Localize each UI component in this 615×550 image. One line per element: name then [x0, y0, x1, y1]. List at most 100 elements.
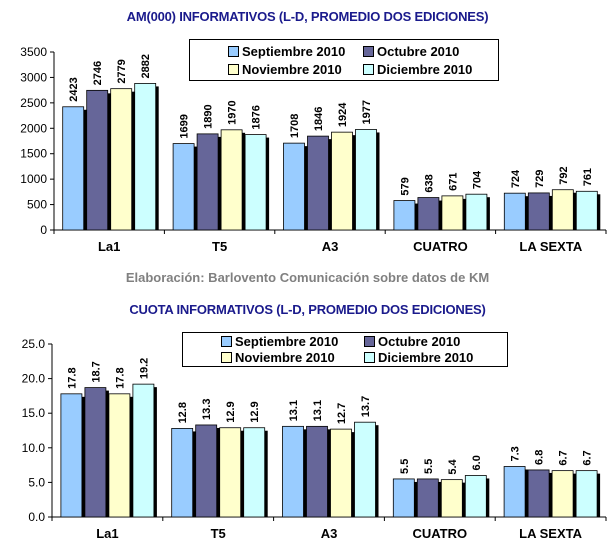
data-label: 19.2: [138, 358, 150, 379]
bar: [60, 393, 83, 518]
legend-item: Octubre 2010: [364, 334, 507, 350]
bar: [283, 142, 305, 231]
legend-swatch: [363, 63, 374, 75]
bar: [354, 421, 376, 518]
data-label: 1970: [227, 100, 239, 124]
x-category-label: LA SEXTA: [519, 239, 582, 254]
chart2-legend: Septiembre 2010 Octubre 2010 Noviembre 201…: [182, 332, 508, 367]
legend-item: Septiembre 2010: [228, 42, 363, 60]
bar: [416, 478, 439, 518]
y-tick-label: 2500: [20, 96, 47, 110]
bar: [465, 193, 488, 231]
legend-swatch: [363, 45, 374, 57]
chart2-title: CUOTA INFORMATIVOS (L-D, PROMEDIO DOS ED…: [129, 302, 486, 317]
data-label: 5.5: [423, 459, 435, 474]
data-label: 7.3: [510, 446, 522, 461]
bar: [527, 469, 550, 518]
data-label: 1876: [251, 105, 263, 129]
data-label: 761: [582, 168, 594, 186]
bar: [464, 475, 487, 518]
bar: [307, 135, 329, 231]
y-tick-label: 5.0: [28, 475, 45, 489]
data-label: 5.5: [399, 459, 411, 474]
legend-swatch: [228, 45, 239, 57]
legend-swatch: [221, 351, 232, 363]
data-label: 6.0: [471, 455, 483, 470]
bar: [503, 192, 526, 231]
x-category-label: CUATRO: [413, 239, 468, 254]
x-category-label: CUATRO: [412, 526, 467, 541]
y-tick-label: 1500: [20, 147, 47, 161]
legend-swatch: [364, 336, 375, 348]
bar: [282, 425, 304, 518]
x-category-label: T5: [211, 526, 226, 541]
data-label: 18.7: [90, 361, 102, 382]
data-label: 13.3: [201, 399, 213, 420]
bar: [330, 428, 352, 518]
legend-label: Diciembre 2010: [377, 61, 473, 77]
x-category-label: T5: [212, 239, 227, 254]
bar: [392, 478, 415, 518]
bar: [134, 83, 157, 231]
data-label: 2882: [140, 54, 152, 78]
y-tick-label: 500: [27, 198, 47, 212]
x-category-label: La1: [96, 526, 118, 541]
x-category-label: La1: [98, 239, 120, 254]
bar: [575, 470, 598, 518]
x-category-label: A3: [321, 526, 338, 541]
bar: [393, 200, 416, 231]
bar: [219, 427, 242, 518]
bar: [440, 479, 463, 518]
bar: [331, 131, 353, 231]
legend-item: Noviembre 2010: [221, 350, 364, 366]
bar: [84, 387, 107, 518]
legend-item: Diciembre 2010: [363, 60, 498, 78]
data-label: 1977: [361, 100, 373, 124]
data-label: 6.7: [582, 450, 594, 465]
y-tick-label: 2000: [20, 121, 47, 135]
data-label: 12.8: [177, 402, 189, 423]
bar: [575, 190, 598, 231]
chart1-legend: Septiembre 2010 Octubre 2010 Noviembre 201…: [189, 39, 499, 81]
legend-item: Diciembre 2010: [364, 350, 507, 366]
data-label: 729: [534, 170, 546, 188]
bar: [243, 427, 266, 518]
legend-label: Octubre 2010: [378, 334, 461, 350]
legend-item: Octubre 2010: [363, 42, 498, 60]
legend-item: Septiembre 2010: [221, 334, 364, 350]
legend-swatch: [364, 351, 375, 363]
bar: [110, 88, 133, 231]
data-label: 671: [447, 173, 459, 191]
data-label: 1846: [313, 107, 325, 131]
data-label: 17.8: [66, 367, 78, 388]
data-label: 13.1: [288, 400, 300, 421]
data-label: 6.8: [534, 450, 546, 465]
x-category-label: A3: [322, 239, 339, 254]
y-tick-label: 10.0: [22, 441, 46, 455]
data-label: 792: [558, 166, 570, 184]
data-label: 17.8: [114, 367, 126, 388]
bar: [195, 424, 218, 518]
data-label: 1924: [337, 102, 349, 127]
data-label: 1890: [203, 104, 215, 128]
data-label: 2746: [92, 61, 104, 85]
bar: [551, 470, 574, 518]
data-label: 2423: [68, 77, 80, 101]
y-tick-label: 3500: [20, 45, 47, 59]
y-tick-label: 0.0: [28, 510, 45, 524]
bar: [108, 393, 131, 518]
data-label: 12.9: [225, 401, 237, 422]
data-label: 638: [423, 174, 435, 192]
legend-label: Septiembre 2010: [235, 334, 339, 350]
bar: [306, 425, 328, 518]
bar: [417, 197, 440, 231]
y-tick-label: 15.0: [22, 406, 46, 420]
y-tick-label: 3000: [20, 70, 47, 84]
data-label: 13.7: [360, 396, 372, 417]
y-tick-label: 1000: [20, 172, 47, 186]
bar: [196, 133, 219, 231]
chart1-title: AM(000) INFORMATIVOS (L-D, PROMEDIO DOS …: [126, 9, 489, 24]
bar: [62, 106, 85, 231]
x-category-label: LA SEXTA: [519, 526, 582, 541]
